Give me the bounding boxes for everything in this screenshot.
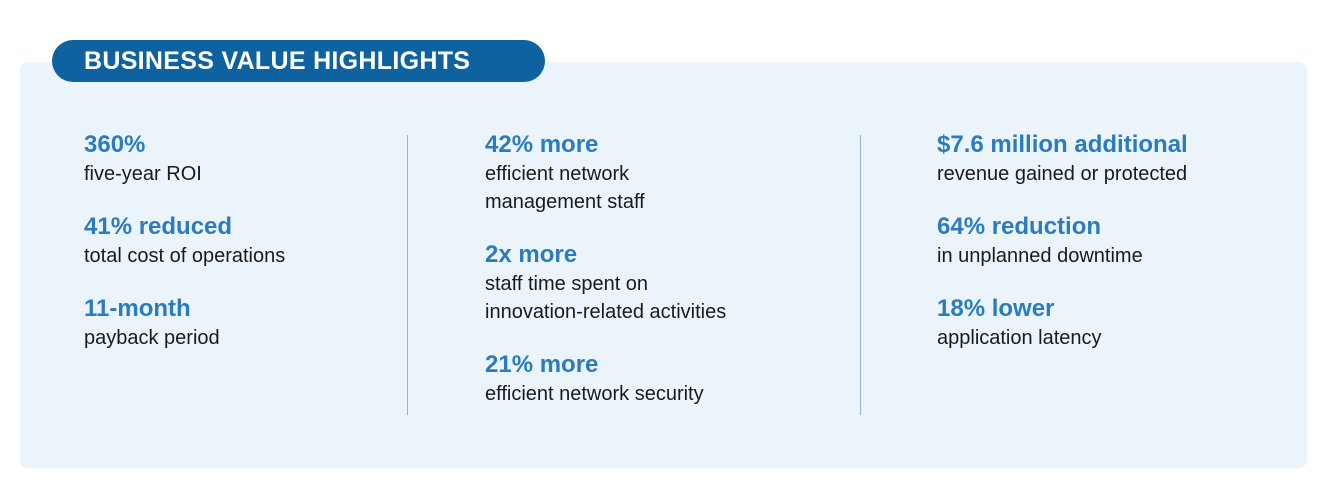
highlight-headline: 360% (84, 131, 146, 158)
highlight-item: 21% more efficient network security (485, 350, 726, 408)
highlight-item: 41% reduced total cost of operations (84, 212, 285, 270)
highlight-item: 11-month payback period (84, 294, 285, 352)
highlight-column: $7.6 million additional revenue gained or… (937, 130, 1188, 376)
highlights-panel (20, 62, 1307, 468)
highlight-headline: 11-month (84, 295, 191, 322)
highlight-item: 18% lower application latency (937, 294, 1188, 352)
highlight-item: 42% more efficient network management staf… (485, 130, 726, 216)
highlight-description: staff time spent on (485, 273, 649, 295)
highlight-column: 42% more efficient network management staf… (485, 130, 726, 432)
highlight-item: 64% reduction in unplanned downtime (937, 212, 1188, 270)
highlight-description: in unplanned downtime (937, 245, 1143, 267)
highlight-headline: 64% reduction (937, 213, 1102, 240)
highlight-item: 2x more staff time spent on innovation-rel… (485, 240, 726, 326)
column-divider (407, 135, 408, 415)
highlight-headline: $7.6 million additional (937, 131, 1188, 158)
highlight-description: application latency (937, 327, 1102, 349)
highlight-description: efficient network security (485, 383, 704, 405)
highlight-headline: 21% more (485, 351, 599, 378)
column-divider (860, 135, 861, 415)
highlight-headline: 42% more (485, 131, 599, 158)
highlight-description: payback period (84, 327, 220, 349)
highlight-column: 360% five-year ROI 41% reduced total cost o… (84, 130, 285, 376)
highlight-description: revenue gained or protected (937, 163, 1188, 185)
highlight-item: 360% five-year ROI (84, 130, 285, 188)
highlight-item: $7.6 million additional revenue gained or… (937, 130, 1188, 188)
highlight-description: innovation-related activities (485, 301, 727, 323)
highlight-description: management staff (485, 191, 645, 213)
highlight-description: total cost of operations (84, 245, 286, 267)
highlight-headline: 41% reduced (84, 213, 233, 240)
section-title: BUSINESS VALUE HIGHLIGHTS (52, 40, 545, 82)
highlight-description: five-year ROI (84, 163, 202, 185)
highlight-headline: 2x more (485, 241, 578, 268)
highlight-description: efficient network (485, 163, 630, 185)
highlight-headline: 18% lower (937, 295, 1055, 322)
